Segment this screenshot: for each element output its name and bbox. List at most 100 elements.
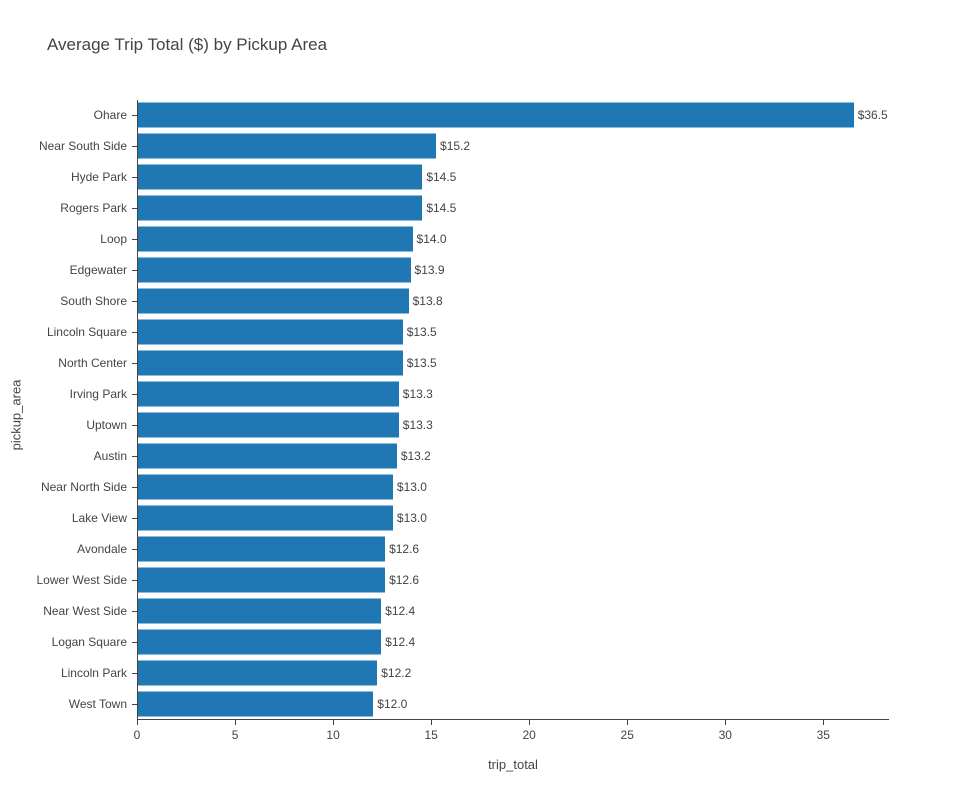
bar[interactable] [138, 288, 409, 314]
bar[interactable] [138, 381, 399, 407]
bar-value-label: $12.4 [385, 603, 416, 618]
bar[interactable] [138, 102, 854, 128]
x-tick-mark [725, 720, 726, 725]
y-tick-mark [132, 642, 137, 643]
bar-value-label: $15.2 [440, 139, 471, 154]
x-tick-label: 30 [718, 728, 732, 742]
y-category-label: Lake View [71, 510, 127, 525]
y-category-label: Lower West Side [36, 572, 128, 587]
y-category-label: Uptown [86, 417, 127, 432]
y-tick-mark [132, 208, 137, 209]
y-category-label: Avondale [77, 541, 127, 556]
y-category-label: Irving Park [69, 387, 127, 402]
y-tick-mark [132, 673, 137, 674]
bar-value-label: $12.4 [385, 634, 416, 649]
bar-value-label: $13.9 [414, 263, 445, 278]
bar[interactable] [138, 350, 403, 376]
bar-value-label: $13.0 [396, 479, 427, 494]
x-tick-mark [431, 720, 432, 725]
bar-value-label: $13.3 [402, 387, 433, 402]
y-category-label: Austin [93, 448, 127, 463]
x-tick-mark [529, 720, 530, 725]
bar-value-label: $13.5 [406, 325, 437, 340]
y-tick-mark [132, 611, 137, 612]
x-axis-title: trip_total [488, 757, 538, 772]
y-tick-mark [132, 425, 137, 426]
x-tick-label: 5 [231, 728, 239, 742]
y-category-label: Hyde Park [70, 170, 127, 185]
bar[interactable] [138, 474, 393, 500]
bar[interactable] [138, 257, 411, 283]
bar-value-label: $14.5 [426, 201, 457, 216]
bar-value-label: $12.6 [389, 572, 420, 587]
bar[interactable] [138, 536, 386, 562]
x-tick-label: 15 [424, 728, 438, 742]
y-category-label: Ohare [93, 108, 127, 123]
x-tick-mark [823, 720, 824, 725]
y-tick-mark [132, 363, 137, 364]
bar[interactable] [138, 505, 393, 531]
bar[interactable] [138, 691, 374, 717]
bar[interactable] [138, 660, 378, 686]
bar[interactable] [138, 567, 386, 593]
y-category-label: West Town [68, 696, 127, 711]
x-tick-label: 10 [326, 728, 340, 742]
y-category-label: Near West Side [43, 603, 127, 618]
bar[interactable] [138, 164, 423, 190]
bar-value-label: $12.0 [377, 696, 408, 711]
y-tick-mark [132, 394, 137, 395]
y-category-label: North Center [58, 356, 127, 371]
x-axis-line [137, 719, 889, 720]
y-tick-mark [132, 549, 137, 550]
bar[interactable] [138, 598, 382, 624]
y-category-label: Rogers Park [60, 201, 127, 216]
bar-value-label: $13.0 [396, 510, 427, 525]
bar[interactable] [138, 226, 413, 252]
y-tick-mark [132, 146, 137, 147]
y-tick-mark [132, 301, 137, 302]
bar[interactable] [138, 195, 423, 221]
y-axis-line [137, 100, 138, 720]
bar-value-label: $13.3 [402, 417, 433, 432]
bar-value-label: $13.8 [412, 294, 443, 309]
bar-value-label: $13.2 [400, 448, 431, 463]
y-tick-mark [132, 177, 137, 178]
bar-value-label: $14.5 [426, 170, 457, 185]
y-category-label: Near South Side [38, 139, 127, 154]
bar-value-label: $12.2 [381, 665, 412, 680]
bar-value-label: $36.5 [857, 108, 888, 123]
x-tick-label: 0 [133, 728, 141, 742]
y-category-label: Near North Side [40, 479, 127, 494]
bar[interactable] [138, 412, 399, 438]
y-tick-mark [132, 115, 137, 116]
bar[interactable] [138, 133, 437, 159]
y-category-label: Edgewater [69, 263, 127, 278]
y-tick-mark [132, 487, 137, 488]
y-tick-mark [132, 518, 137, 519]
y-tick-mark [132, 270, 137, 271]
bar[interactable] [138, 443, 397, 469]
bar-value-label: $12.6 [389, 541, 420, 556]
y-category-label: Loop [100, 232, 127, 247]
x-tick-mark [627, 720, 628, 725]
y-tick-mark [132, 456, 137, 457]
x-tick-label: 35 [816, 728, 830, 742]
y-tick-mark [132, 332, 137, 333]
y-tick-mark [132, 580, 137, 581]
x-tick-mark [333, 720, 334, 725]
bar[interactable] [138, 629, 382, 655]
x-tick-mark [137, 720, 138, 725]
y-category-label: Logan Square [51, 634, 127, 649]
y-category-label: Lincoln Square [46, 325, 127, 340]
bar[interactable] [138, 319, 403, 345]
bar-value-label: $13.5 [406, 356, 437, 371]
bar-value-label: $14.0 [416, 232, 447, 247]
y-category-label: Lincoln Park [60, 665, 127, 680]
y-category-label: South Shore [60, 294, 127, 309]
x-tick-mark [235, 720, 236, 725]
y-tick-mark [132, 704, 137, 705]
chart-title: Average Trip Total ($) by Pickup Area [47, 35, 328, 54]
y-axis-title: pickup_area [8, 379, 24, 451]
y-tick-mark [132, 239, 137, 240]
